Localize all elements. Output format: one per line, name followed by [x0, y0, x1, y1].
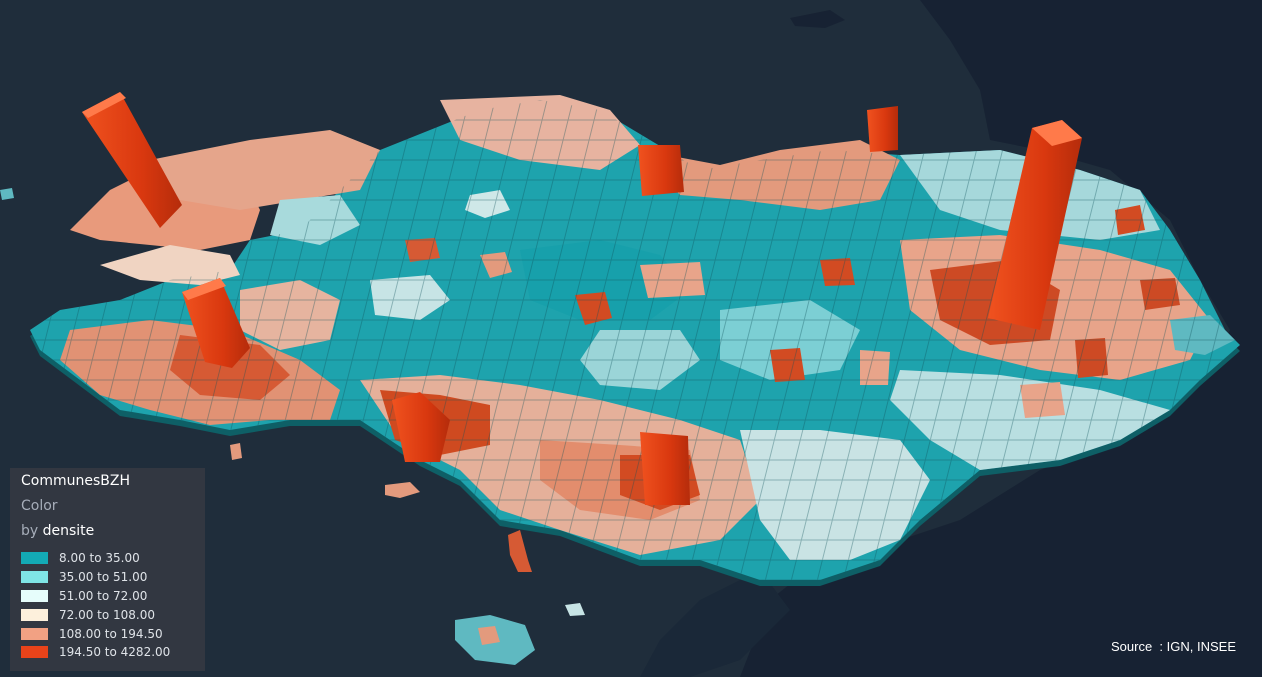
tower-brest-top [82, 92, 126, 118]
neighbouring-land [740, 0, 1262, 677]
legend-class: 108.00 to 194.50 [21, 624, 194, 643]
tower-quimper [182, 278, 250, 368]
neighbouring-land [640, 570, 790, 677]
island [0, 188, 14, 200]
legend-swatch [21, 589, 48, 602]
commune-borders [30, 100, 1240, 580]
island [230, 443, 242, 460]
legend-class: 51.00 to 72.00 [21, 587, 194, 606]
legend-swatch [21, 646, 48, 659]
tower-rennes-top [1032, 120, 1082, 146]
legend-swatch [21, 571, 48, 584]
island [478, 626, 500, 645]
legend-class: 194.50 to 4282.00 [21, 643, 194, 662]
legend-field-name: densite [42, 523, 95, 539]
legend-by-line: by densite [21, 521, 194, 541]
density-towers [82, 92, 1082, 505]
legend-class-label: 35.00 to 51.00 [59, 570, 148, 585]
legend-by-prefix: by [21, 523, 39, 539]
legend-class: 8.00 to 35.00 [21, 549, 194, 568]
tower-vannes [640, 432, 690, 505]
island [385, 482, 420, 498]
legend-swatch [21, 552, 48, 565]
legend-class: 72.00 to 108.00 [21, 605, 194, 624]
legend-swatch [21, 627, 48, 640]
tower-lorient [392, 392, 450, 462]
tower-quimper-top [182, 278, 226, 300]
legend-panel: CommunesBZH Color by densite 8.00 to 35.… [10, 468, 205, 671]
tower-saint-malo [867, 106, 898, 152]
legend-class: 35.00 to 51.00 [21, 568, 194, 587]
source-attribution: Source : IGN, INSEE [1111, 639, 1236, 654]
legend-class-label: 72.00 to 108.00 [59, 607, 156, 622]
legend-class-label: 8.00 to 35.00 [59, 551, 140, 566]
legend-color-label: Color [21, 498, 58, 514]
island [565, 603, 585, 616]
legend-layer-name: CommunesBZH [21, 473, 130, 489]
neighbouring-land [790, 10, 845, 28]
tower-brest [82, 92, 182, 228]
island [508, 530, 532, 572]
legend-classes: 8.00 to 35.00 35.00 to 51.00 51.00 to 72… [21, 549, 194, 662]
tower-saint-brieuc [638, 145, 684, 196]
legend-class-label: 108.00 to 194.50 [59, 626, 163, 641]
legend-class-label: 194.50 to 4282.00 [59, 645, 171, 660]
tower-rennes [988, 120, 1082, 330]
legend-swatch [21, 608, 48, 621]
legend-class-label: 51.00 to 72.00 [59, 588, 148, 603]
